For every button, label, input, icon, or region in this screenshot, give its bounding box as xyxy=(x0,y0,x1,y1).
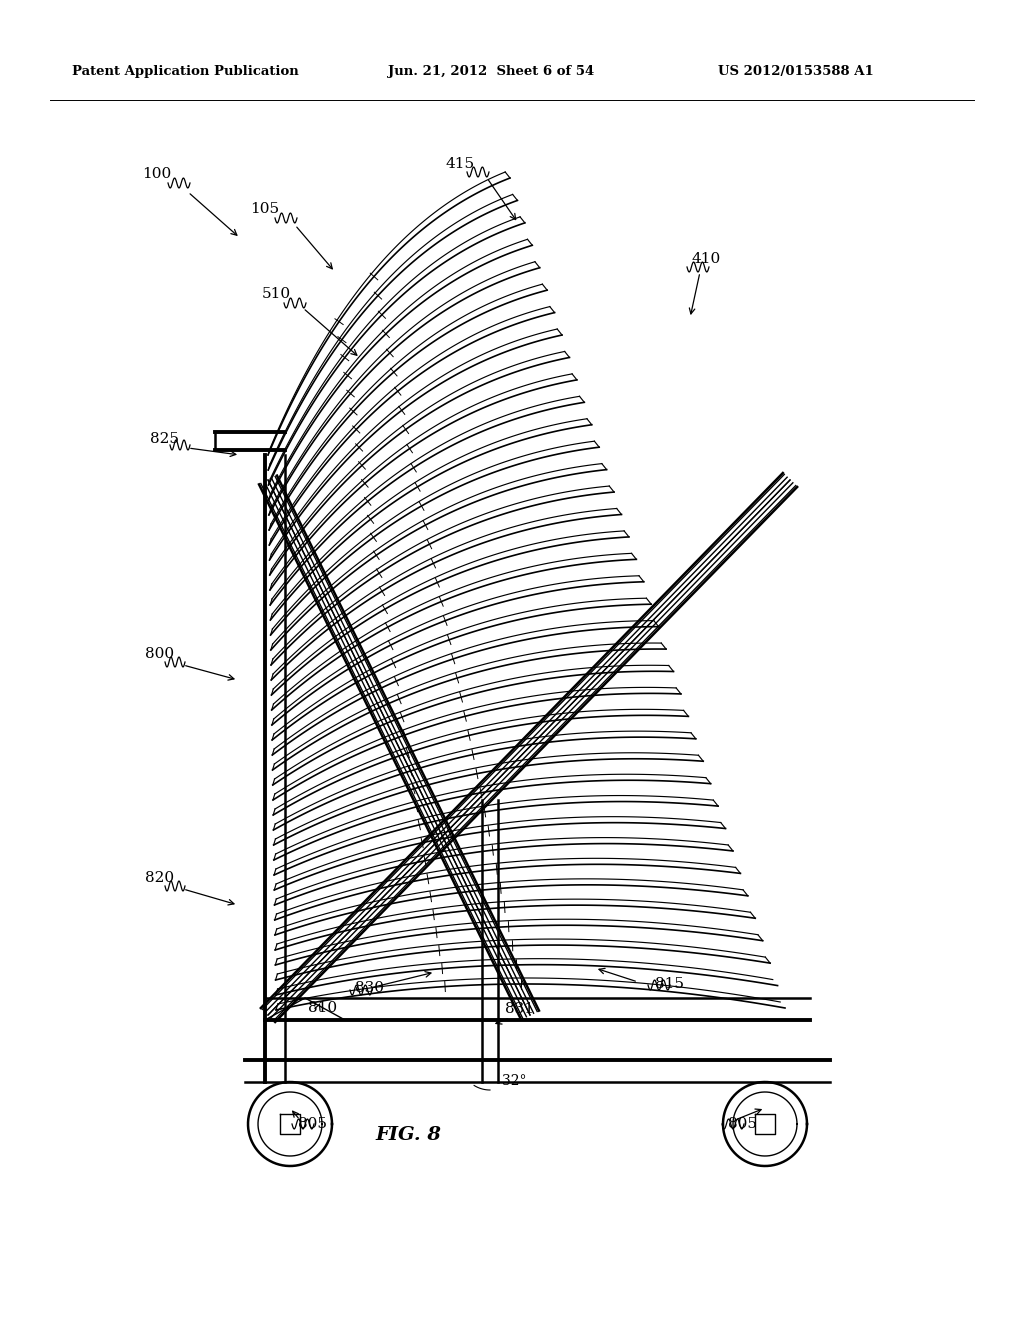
Text: Jun. 21, 2012  Sheet 6 of 54: Jun. 21, 2012 Sheet 6 of 54 xyxy=(388,66,594,78)
Text: US 2012/0153588 A1: US 2012/0153588 A1 xyxy=(718,66,873,78)
Text: 100: 100 xyxy=(142,168,171,181)
Text: 32°: 32° xyxy=(502,1074,526,1088)
Text: 105: 105 xyxy=(250,202,280,216)
Text: 415: 415 xyxy=(445,157,474,172)
Text: 831: 831 xyxy=(505,1002,534,1016)
Text: 805: 805 xyxy=(728,1117,757,1131)
Text: 830: 830 xyxy=(355,981,384,995)
Text: 825: 825 xyxy=(150,432,179,446)
Text: Patent Application Publication: Patent Application Publication xyxy=(72,66,299,78)
Text: 510: 510 xyxy=(262,286,291,301)
Text: 820: 820 xyxy=(145,871,174,884)
Text: 805: 805 xyxy=(298,1117,327,1131)
Text: 410: 410 xyxy=(692,252,721,267)
Text: FIG. 8: FIG. 8 xyxy=(375,1126,441,1144)
Text: 815: 815 xyxy=(655,977,684,991)
Text: 810: 810 xyxy=(308,1001,337,1015)
Text: 800: 800 xyxy=(145,647,174,661)
